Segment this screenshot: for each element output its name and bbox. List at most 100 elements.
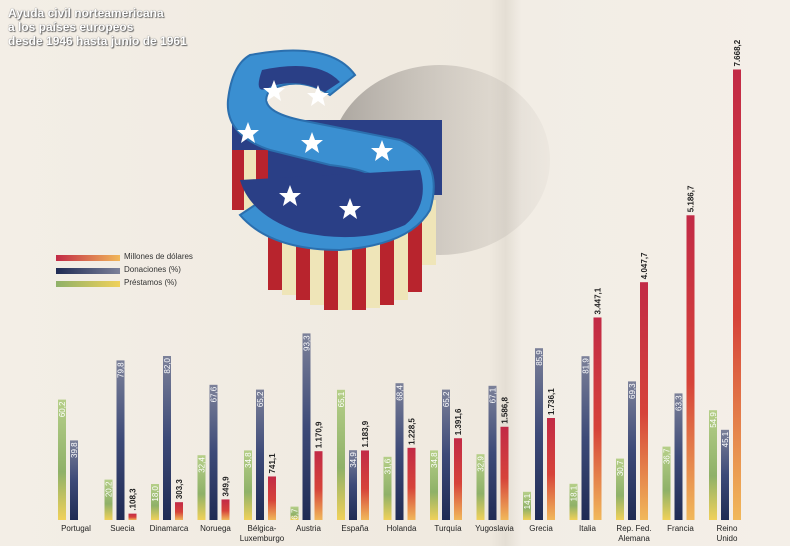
value-label-prestamos-1: 20,2 bbox=[105, 481, 114, 497]
value-label-donaciones-13: 63,3 bbox=[675, 395, 684, 411]
value-label-donaciones-1: 79,8 bbox=[117, 362, 126, 378]
bar-donaciones-9 bbox=[488, 385, 497, 520]
bar-millones-6 bbox=[361, 450, 369, 520]
value-label-donaciones-9: 67,1 bbox=[489, 387, 498, 403]
value-label-prestamos-13: 36,7 bbox=[663, 448, 672, 464]
bar-prestamos-8 bbox=[430, 450, 438, 520]
legend-swatch-millones bbox=[56, 255, 120, 261]
category-label-12-0: Rep. Fed. bbox=[616, 524, 651, 533]
value-label-prestamos-7: 31,6 bbox=[384, 458, 393, 474]
value-label-donaciones-7: 68,4 bbox=[396, 385, 405, 401]
bar-millones-7 bbox=[407, 447, 416, 520]
legend-swatch-prestamos bbox=[56, 281, 120, 287]
value-label-millones-1: .108,3 bbox=[129, 488, 138, 511]
bar-prestamos-5 bbox=[290, 506, 299, 520]
category-label-10-0: Grecia bbox=[529, 524, 553, 533]
bar-prestamos-11 bbox=[569, 483, 578, 520]
value-label-millones-12: 4.047,7 bbox=[640, 252, 649, 279]
bar-donaciones-3 bbox=[209, 384, 218, 520]
category-label-11-0: Italia bbox=[579, 524, 596, 533]
bar-donaciones-10 bbox=[535, 348, 543, 520]
title-line-2: a los países europeos bbox=[8, 20, 134, 34]
bar-millones-11 bbox=[593, 317, 602, 520]
bar-prestamos-3 bbox=[197, 455, 206, 520]
value-label-millones-13: 5.186,7 bbox=[687, 185, 696, 212]
value-label-prestamos-10: 14,1 bbox=[523, 493, 532, 509]
value-label-donaciones-2: 82,0 bbox=[163, 357, 172, 373]
bar-donaciones-5 bbox=[302, 333, 311, 520]
value-label-prestamos-8: 34,8 bbox=[430, 452, 439, 468]
legend: Millones de dólares Donaciones (%) Prést… bbox=[56, 252, 236, 291]
bar-donaciones-11 bbox=[581, 356, 590, 520]
bar-millones-1 bbox=[128, 513, 137, 520]
legend-item-prestamos: Préstamos (%) bbox=[56, 278, 236, 290]
value-label-donaciones-14: 45,1 bbox=[721, 431, 730, 447]
bar-millones-10 bbox=[547, 418, 555, 520]
value-label-donaciones-3: 67,6 bbox=[210, 386, 219, 402]
value-label-millones-10: 1.736,1 bbox=[547, 388, 556, 415]
bar-prestamos-2 bbox=[151, 484, 159, 520]
value-label-donaciones-11: 81,9 bbox=[582, 358, 591, 374]
bar-millones-3 bbox=[221, 499, 230, 520]
value-label-millones-2: 303,3 bbox=[175, 479, 184, 500]
bar-prestamos-1 bbox=[104, 479, 113, 520]
bar-prestamos-12 bbox=[616, 458, 624, 520]
bar-prestamos-7 bbox=[383, 456, 392, 520]
value-label-millones-3: 349,9 bbox=[222, 476, 231, 497]
value-label-donaciones-4: 65,2 bbox=[256, 391, 265, 407]
bar-millones-14 bbox=[733, 69, 741, 520]
category-label-13-0: Francia bbox=[667, 524, 694, 533]
bar-millones-5 bbox=[314, 451, 323, 520]
bar-donaciones-8 bbox=[442, 389, 450, 520]
value-label-millones-4: 741,1 bbox=[268, 453, 277, 474]
bar-millones-9 bbox=[500, 426, 509, 520]
bar-donaciones-6 bbox=[349, 450, 357, 520]
title-line-1: Ayuda civil norteamericana bbox=[8, 6, 164, 20]
value-label-prestamos-12: 30,7 bbox=[616, 460, 625, 476]
category-label-4-1: Luxemburgo bbox=[240, 534, 285, 543]
value-label-millones-5: 1.170,9 bbox=[315, 421, 324, 448]
category-label-14-0: Reino bbox=[717, 524, 738, 533]
value-label-prestamos-9: 32,9 bbox=[477, 456, 486, 472]
value-label-prestamos-4: 34,8 bbox=[244, 452, 253, 468]
bar-prestamos-9 bbox=[476, 454, 485, 520]
value-label-donaciones-6: 34,9 bbox=[349, 452, 358, 468]
bar-millones-12 bbox=[640, 282, 648, 520]
bar-millones-13 bbox=[686, 215, 695, 520]
bar-donaciones-2 bbox=[163, 356, 171, 520]
category-label-0-0: Portugal bbox=[61, 524, 91, 533]
title-line-3: desde 1946 hasta junio de 1961 bbox=[8, 34, 187, 48]
bar-prestamos-4 bbox=[244, 450, 252, 520]
category-label-6-0: España bbox=[341, 524, 369, 533]
legend-swatch-donaciones bbox=[56, 268, 120, 274]
bar-donaciones-4 bbox=[256, 389, 264, 520]
bar-millones-8 bbox=[454, 438, 462, 520]
category-label-14-1: Unido bbox=[717, 534, 738, 543]
bar-millones-4 bbox=[268, 476, 276, 520]
legend-label-prestamos: Préstamos (%) bbox=[124, 278, 177, 287]
dollar-s-shape bbox=[227, 50, 434, 250]
category-label-5-0: Austria bbox=[296, 524, 321, 533]
value-label-millones-14: 7.668,2 bbox=[733, 39, 742, 66]
bars-group: 60,2 39,8 Portugal 20,2 79,8 .108,3 Suecia 18,0… bbox=[58, 39, 742, 543]
value-label-prestamos-3: 32,4 bbox=[198, 457, 207, 473]
category-label-4-0: Bélgica- bbox=[248, 524, 277, 533]
category-label-1-0: Suecia bbox=[110, 524, 135, 533]
bar-donaciones-7 bbox=[395, 383, 404, 520]
star-icons bbox=[237, 80, 393, 219]
category-label-12-1: Alemana bbox=[618, 534, 650, 543]
value-label-prestamos-6: 65,1 bbox=[337, 391, 346, 407]
value-label-millones-6: 1.183,9 bbox=[361, 420, 370, 447]
legend-item-donaciones: Donaciones (%) bbox=[56, 265, 236, 277]
value-label-millones-11: 3.447,1 bbox=[594, 287, 603, 314]
value-label-prestamos-2: 18,0 bbox=[151, 485, 160, 501]
bar-donaciones-1 bbox=[116, 360, 125, 520]
value-label-prestamos-0: 60,2 bbox=[58, 401, 67, 417]
value-label-donaciones-12: 69,3 bbox=[628, 383, 637, 399]
value-label-donaciones-0: 39,8 bbox=[70, 442, 79, 458]
bar-prestamos-0 bbox=[58, 399, 66, 520]
category-label-9-0: Yugoslavia bbox=[475, 524, 514, 533]
bar-prestamos-6 bbox=[337, 389, 345, 520]
